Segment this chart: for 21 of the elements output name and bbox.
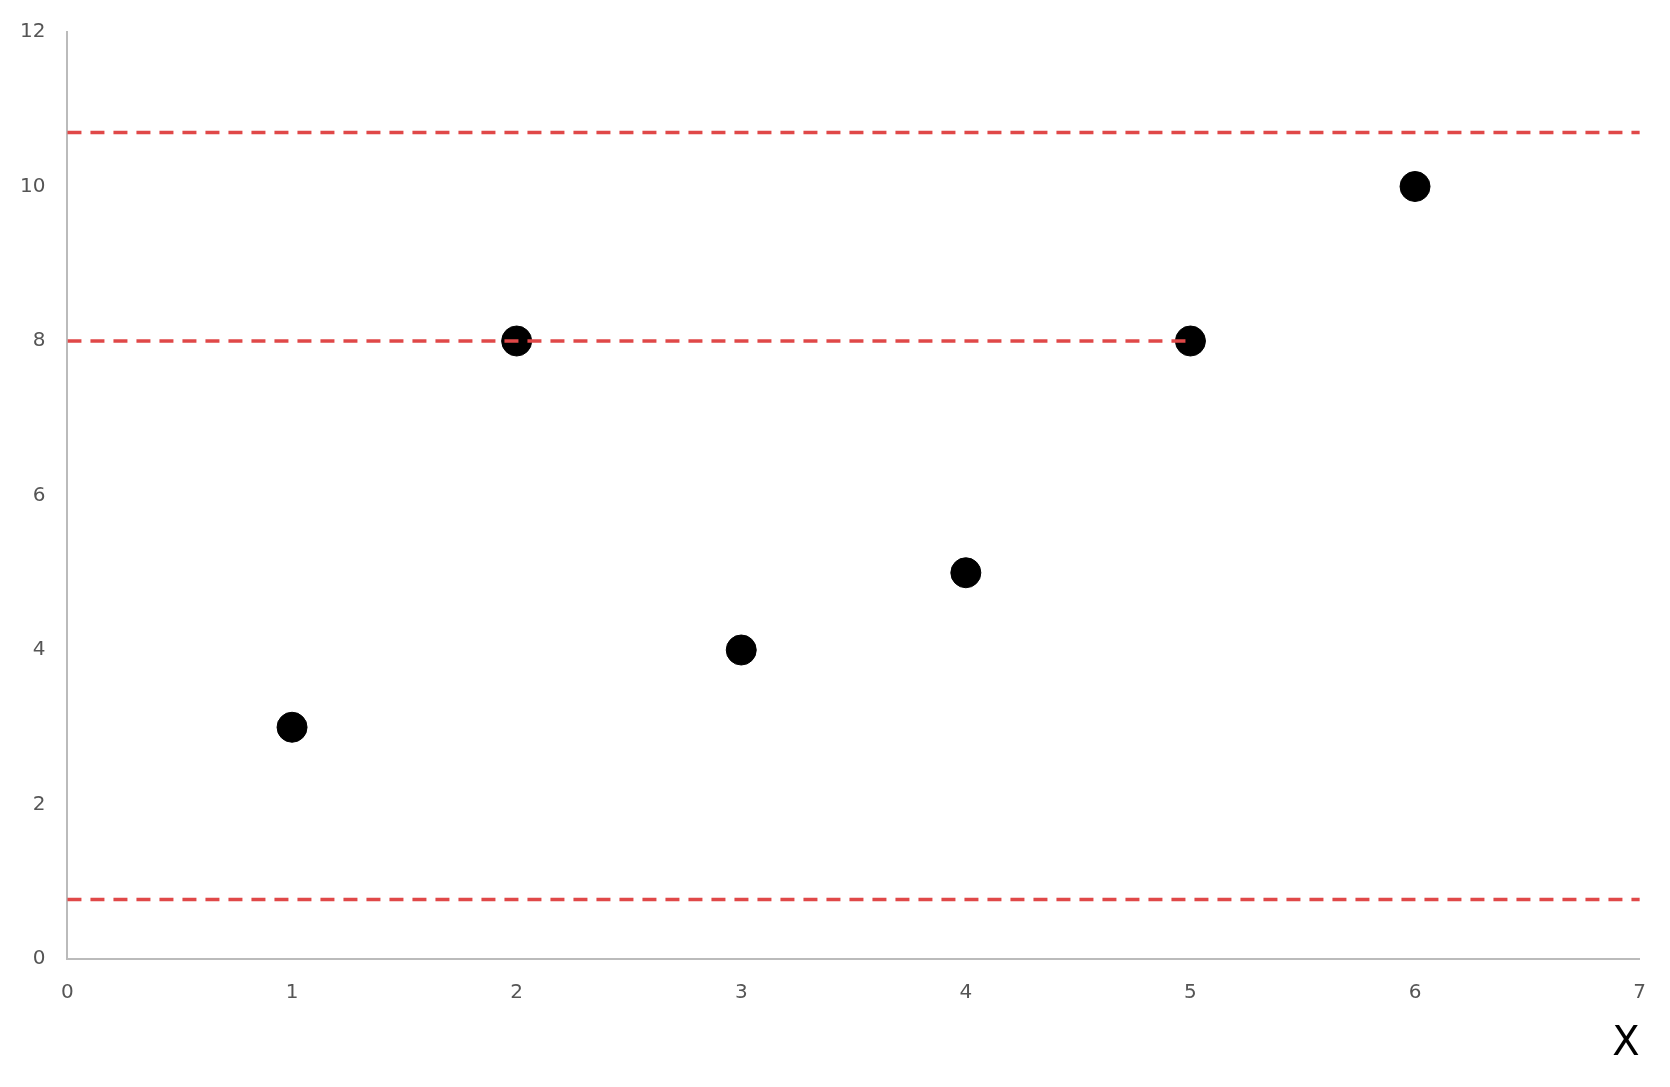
point xyxy=(1174,325,1206,357)
x-tick-label: 6 xyxy=(1408,979,1422,1004)
y-tick-label: 6 xyxy=(32,481,46,506)
y-tick-label: 4 xyxy=(32,636,46,661)
point xyxy=(276,711,308,743)
x-tick-label: 2 xyxy=(510,979,524,1004)
y-tick-label: 8 xyxy=(32,327,46,352)
x-tick-label: 0 xyxy=(61,979,74,1004)
y-tick-label: 0 xyxy=(32,945,46,970)
y-tick-label: 12 xyxy=(20,18,46,43)
x-tick-label: 7 xyxy=(1633,979,1646,1004)
point xyxy=(1399,171,1431,202)
y-tick-label: 10 xyxy=(20,172,46,197)
x-tick-label: 3 xyxy=(734,979,748,1004)
y-tick-label: 2 xyxy=(32,790,46,815)
x-tick-label: 5 xyxy=(1184,979,1197,1004)
x-tick-label: 1 xyxy=(285,979,299,1004)
x-axis-title: X xyxy=(1612,1018,1640,1065)
point xyxy=(950,557,982,589)
x-tick-label: 4 xyxy=(959,979,973,1004)
point xyxy=(725,634,757,666)
